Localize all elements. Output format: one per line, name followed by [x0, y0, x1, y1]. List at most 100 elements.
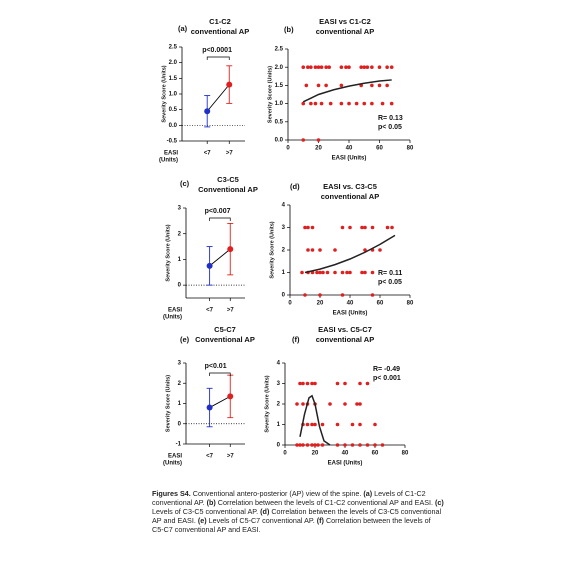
- point: [305, 443, 310, 447]
- point: [298, 443, 302, 447]
- caption-text: (c): [435, 498, 444, 507]
- point: [316, 83, 321, 88]
- y-tick-label: 1.0: [275, 101, 284, 107]
- x-axis-label: (Units): [163, 315, 182, 321]
- y-tick-label: 4: [277, 361, 281, 367]
- chart-title: C1-C2: [209, 17, 231, 26]
- y-axis-label: Severity Score (Units): [269, 221, 275, 278]
- y-tick-label: 2.0: [169, 60, 178, 66]
- chart-title: EASI vs. C5-C7: [318, 325, 372, 334]
- y-tick-label: 1.5: [275, 83, 284, 89]
- x-axis-label: (Units): [159, 158, 178, 164]
- point: [301, 138, 306, 142]
- point: [377, 83, 382, 88]
- point: [348, 225, 352, 230]
- point: [348, 270, 352, 275]
- point: [354, 101, 359, 106]
- point: [380, 443, 385, 447]
- mean-dot: [206, 262, 213, 269]
- point: [363, 225, 367, 230]
- x-tick-label: <7: [206, 308, 214, 314]
- x-tick-label: 0: [288, 301, 292, 307]
- annotation: p<0.0001: [202, 47, 232, 54]
- caption-text: (b): [206, 498, 216, 507]
- point: [309, 65, 313, 69]
- caption-text: (e): [197, 516, 207, 525]
- point: [303, 225, 307, 230]
- point: [360, 225, 364, 230]
- point: [313, 443, 317, 447]
- x-tick-label: 60: [372, 451, 379, 457]
- y-tick-label: 0.0: [169, 123, 178, 129]
- y-tick-label: 1: [178, 257, 182, 263]
- y-axis-label: Severity Score (Units): [264, 375, 270, 432]
- fit-curve: [304, 234, 396, 274]
- point: [373, 422, 377, 427]
- point: [355, 402, 359, 406]
- significance-bracket: [209, 372, 231, 376]
- y-axis-label: Severity Score (Units): [165, 224, 171, 281]
- point: [301, 101, 306, 106]
- x-axis-label: EASI (Units): [328, 461, 363, 467]
- point: [328, 101, 333, 106]
- chart-title: Conventional AP: [195, 335, 255, 344]
- x-tick-label: <7: [206, 454, 214, 460]
- point: [313, 381, 317, 386]
- y-tick-label: 2.0: [275, 65, 284, 71]
- point: [328, 402, 332, 406]
- x-tick-label: 40: [342, 451, 349, 457]
- point: [359, 65, 364, 69]
- y-tick-label: 2.5: [169, 45, 178, 51]
- point: [304, 83, 309, 88]
- x-axis-label: EASI: [168, 454, 182, 460]
- mean-connector: [209, 248, 231, 267]
- panel-label: (d): [290, 182, 300, 191]
- point: [306, 225, 310, 230]
- chart-title: Conventional AP: [198, 185, 258, 194]
- point: [320, 443, 325, 447]
- point: [325, 270, 330, 275]
- chart-title: C3-C5: [217, 175, 239, 184]
- point: [313, 422, 317, 427]
- y-tick-label: 2: [277, 402, 281, 408]
- point: [380, 101, 385, 106]
- x-tick-label: 60: [376, 146, 383, 152]
- point: [389, 65, 394, 69]
- point: [365, 381, 370, 386]
- fit-curve: [299, 394, 331, 446]
- significance-bracket: [206, 56, 230, 60]
- point: [335, 443, 340, 447]
- caption-text: (d): [260, 507, 270, 516]
- y-tick-label: 0: [178, 283, 182, 289]
- y-tick-label: 3: [277, 381, 281, 387]
- y-tick-label: 1.5: [169, 76, 178, 82]
- y-tick-label: 4: [282, 203, 286, 209]
- point: [313, 101, 318, 106]
- x-tick-label: >7: [226, 151, 234, 157]
- x-axis-label: EASI: [164, 151, 178, 157]
- x-tick-label: 0: [283, 451, 287, 457]
- point: [370, 83, 374, 88]
- point: [370, 270, 375, 275]
- point: [333, 270, 337, 275]
- x-tick-label: 0: [286, 146, 290, 152]
- point: [333, 248, 337, 252]
- point: [305, 381, 310, 386]
- point: [316, 65, 321, 69]
- caption-text: (a): [363, 489, 373, 498]
- point: [363, 270, 367, 275]
- y-axis-label: Severity Score (Units): [165, 375, 171, 432]
- mean-connector: [209, 396, 231, 408]
- point: [303, 293, 307, 297]
- point: [385, 83, 389, 88]
- point: [298, 381, 302, 386]
- point: [365, 443, 370, 447]
- caption-text: Levels of C1-C2 conventional AP.: [152, 489, 426, 507]
- x-tick-label: 40: [347, 301, 354, 307]
- point: [295, 443, 299, 447]
- point: [324, 65, 328, 69]
- panel-label: (f): [292, 335, 300, 344]
- point: [358, 402, 362, 406]
- y-tick-label: 1: [178, 401, 182, 407]
